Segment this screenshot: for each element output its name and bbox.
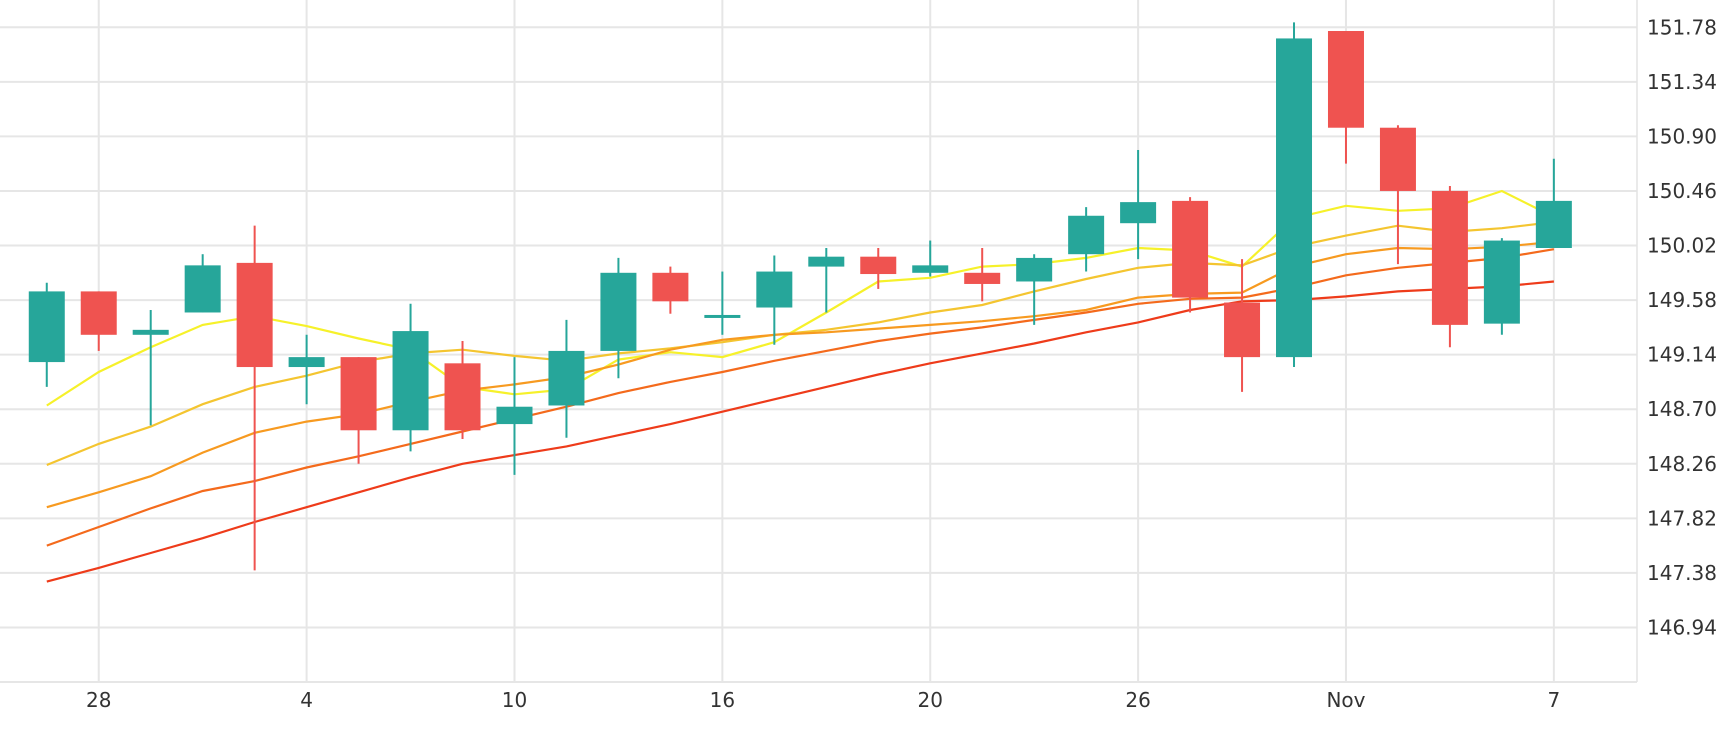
candle-body <box>808 256 845 267</box>
candle <box>652 266 689 314</box>
y-tick-label: 146.94 <box>1647 615 1717 639</box>
candle <box>340 357 377 464</box>
y-tick-label: 151.34 <box>1647 70 1717 94</box>
y-tick-label: 148.26 <box>1647 452 1717 476</box>
x-tick-label: Nov <box>1326 688 1365 712</box>
y-tick-label: 147.82 <box>1647 506 1717 530</box>
candle <box>1068 207 1105 272</box>
y-tick-label: 150.02 <box>1647 234 1717 258</box>
candles <box>28 22 1572 571</box>
moving-average-line <box>46 240 1555 509</box>
candle <box>756 255 793 345</box>
candle <box>860 248 897 289</box>
y-tick-label: 151.78 <box>1647 15 1717 39</box>
y-tick-label: 149.14 <box>1647 343 1717 367</box>
y-tick-label: 149.58 <box>1647 288 1717 312</box>
candle-body <box>28 291 65 363</box>
candle-body <box>1483 240 1520 324</box>
candle-body <box>132 329 169 335</box>
candle <box>132 310 169 426</box>
candle <box>184 254 221 313</box>
x-tick-label: 28 <box>86 688 111 712</box>
y-tick-label: 147.38 <box>1647 561 1717 585</box>
candle-body <box>392 331 429 431</box>
candle-body <box>1276 38 1313 358</box>
candle-body <box>964 272 1001 284</box>
candle-body <box>1016 257 1053 282</box>
candle <box>600 257 637 379</box>
x-tick-label: 16 <box>710 688 735 712</box>
candle-body <box>860 256 897 275</box>
candle <box>704 271 741 335</box>
x-tick-label: 26 <box>1125 688 1150 712</box>
candle <box>28 282 65 387</box>
candle <box>1535 158 1572 248</box>
candle <box>964 248 1001 302</box>
candle-body <box>912 265 949 273</box>
candle-body <box>1327 31 1364 128</box>
candle-body <box>704 314 741 318</box>
candle <box>1224 259 1261 392</box>
candle <box>496 357 533 475</box>
candle-body <box>652 272 689 302</box>
candle <box>808 248 845 313</box>
candle-body <box>1379 127 1416 191</box>
candle-body <box>496 406 533 425</box>
candle-body <box>1120 202 1157 224</box>
candle-body <box>340 357 377 431</box>
candle-body <box>1068 215 1105 255</box>
candle-body <box>756 271 793 308</box>
candle <box>236 225 273 571</box>
candle <box>1172 197 1209 313</box>
candle-body <box>1431 190 1468 325</box>
x-tick-label: 10 <box>502 688 527 712</box>
moving-average-line <box>46 248 1555 547</box>
axes: 151.78 151.34 150.90 150.46 150.02 149.58 149.… <box>86 0 1717 712</box>
candle-body <box>236 262 273 368</box>
candle <box>80 291 117 351</box>
x-tick-label: 20 <box>918 688 943 712</box>
candle-body <box>184 265 221 313</box>
candle <box>444 341 481 439</box>
candle <box>912 240 949 277</box>
candle-body <box>288 357 325 368</box>
moving-average-lines <box>46 189 1555 583</box>
candle-body <box>1224 302 1261 358</box>
candle <box>548 319 585 438</box>
y-tick-label: 150.46 <box>1647 179 1717 203</box>
candle <box>1379 125 1416 265</box>
candle <box>1276 22 1313 368</box>
candle <box>1431 186 1468 348</box>
candle <box>1120 150 1157 260</box>
candle-body <box>548 350 585 406</box>
candle-body <box>444 363 481 431</box>
candle-body <box>80 291 117 335</box>
candle <box>1327 31 1364 164</box>
x-tick-label: 7 <box>1547 688 1560 712</box>
y-tick-label: 148.70 <box>1647 397 1717 421</box>
candle-body <box>600 272 637 351</box>
y-tick-label: 150.90 <box>1647 124 1717 148</box>
candle <box>392 303 429 452</box>
candle <box>288 334 325 405</box>
candle <box>1016 254 1053 325</box>
x-tick-label: 4 <box>300 688 313 712</box>
candle-body <box>1535 200 1572 248</box>
candle <box>1483 238 1520 335</box>
candle-body <box>1172 200 1209 298</box>
